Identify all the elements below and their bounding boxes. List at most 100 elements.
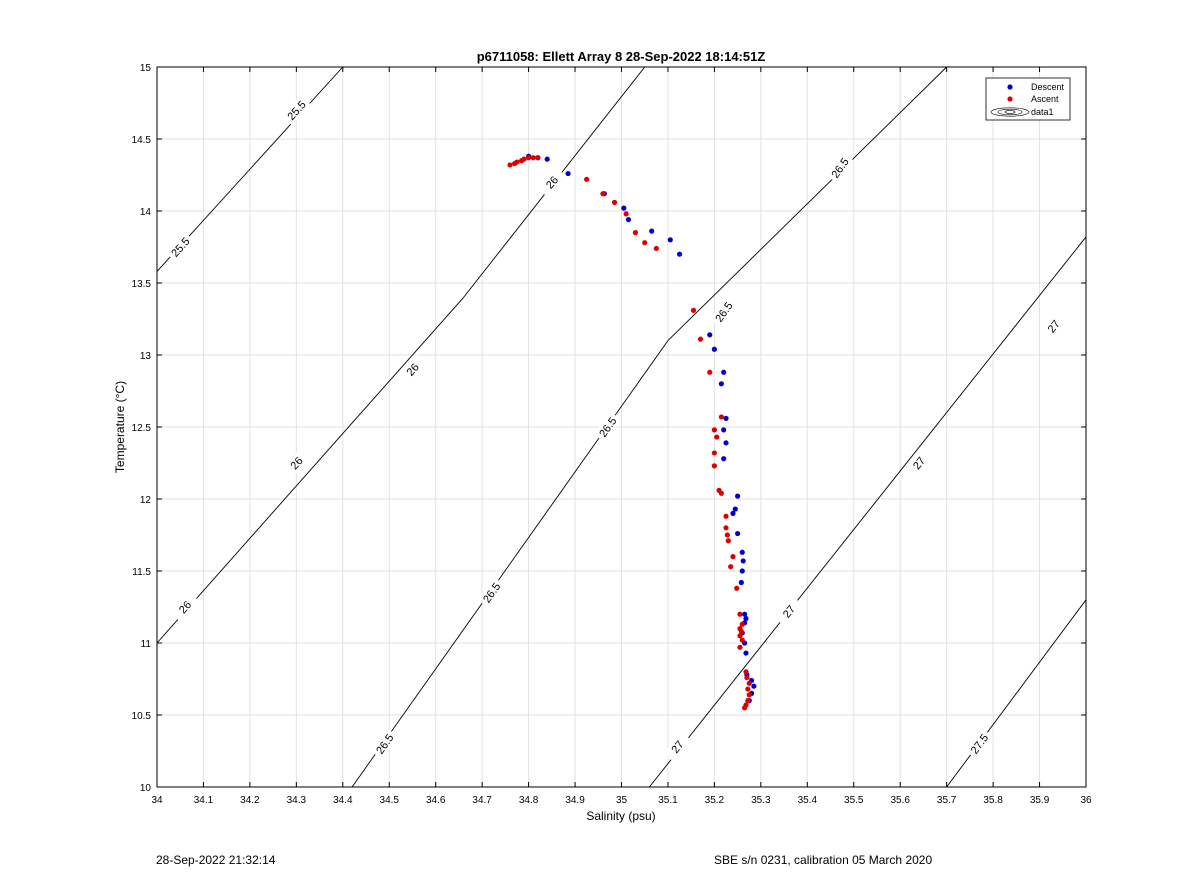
ascent-point: [739, 621, 745, 627]
descent-point: [739, 568, 745, 574]
descent-point: [649, 228, 655, 234]
contour-label-bg: [477, 577, 506, 609]
x-tick-label: 35.3: [751, 795, 771, 806]
x-tick-label: 35.4: [798, 795, 818, 806]
y-tick-label: 12.5: [132, 423, 152, 434]
x-tick-label: 34.3: [287, 795, 307, 806]
ascent-point: [734, 585, 740, 591]
ascent-point: [723, 513, 729, 519]
contour-line: [649, 236, 1087, 788]
contour-label-bg: [774, 596, 803, 627]
descent-point: [751, 683, 757, 689]
ascent-point: [521, 156, 527, 162]
x-tick-label: 34.1: [194, 795, 214, 806]
x-tick-label: 35.1: [658, 795, 678, 806]
ascent-point: [584, 176, 590, 182]
x-tick-label: 34.7: [472, 795, 492, 806]
grid: [156, 66, 1087, 788]
ascent-point: [714, 434, 720, 440]
contour-label-bg: [826, 152, 854, 184]
footer-timestamp: 28-Sep-2022 21:32:14: [156, 853, 276, 867]
descent-point: [621, 205, 627, 211]
contour-line: [946, 599, 1087, 788]
ascent-point: [600, 191, 606, 197]
y-tick-label: 14: [140, 207, 152, 218]
ascent-point: [737, 633, 743, 639]
ascent-point: [653, 245, 659, 252]
descent-point: [739, 549, 745, 555]
x-tick-label: 34.4: [333, 795, 353, 806]
ascent-point: [723, 525, 729, 531]
footer-calibration: SBE s/n 0231, calibration 05 March 2020: [714, 853, 933, 867]
descent-point: [730, 510, 736, 516]
ascent-point: [741, 705, 748, 711]
ascent-point: [743, 669, 749, 675]
descent-point: [723, 440, 729, 446]
chart-title: p6711058: Ellett Array 8 28-Sep-2022 18:…: [477, 49, 766, 64]
contour-label-bg: [965, 728, 994, 760]
contour-label-bg: [1039, 310, 1068, 342]
contour-label: 27: [911, 455, 928, 472]
contour-label-bg: [709, 296, 738, 328]
ascent-point: [746, 680, 752, 686]
contour-label-bg: [281, 95, 311, 126]
y-tick-label: 13: [140, 351, 152, 362]
contour-label: 27: [670, 739, 687, 756]
descent-point: [723, 415, 729, 421]
ascent-point: [642, 240, 648, 246]
x-tick-label: 34.8: [519, 795, 539, 806]
legend-box: [985, 77, 1071, 121]
density-contours: 25.525.52626262626.526.526.526.526.52727…: [156, 66, 1087, 788]
ascent-point: [725, 538, 731, 544]
contour-label-bg: [397, 354, 428, 385]
x-tick-label: 34.6: [426, 795, 446, 806]
descent-point: [544, 156, 550, 162]
legend-ascent-marker: [1007, 96, 1013, 102]
descent-point: [667, 237, 673, 243]
legend-descent-marker: [1007, 84, 1013, 90]
descent-point: [740, 558, 746, 564]
descent-point: [721, 369, 727, 375]
descent-point: [743, 615, 749, 622]
ascent-point: [737, 644, 743, 650]
legend[interactable]: Descent Ascent data1: [985, 77, 1071, 121]
x-tick-label: 35.6: [890, 795, 910, 806]
x-tick-label: 34.2: [240, 795, 260, 806]
ascent-point: [707, 369, 713, 375]
contour-label: 27: [1046, 318, 1063, 335]
descent-point: [707, 332, 713, 338]
contour-label-bg: [904, 447, 933, 479]
contour-icon: [990, 107, 1030, 117]
contour-label-bg: [663, 731, 692, 762]
x-tick-label: 35.8: [983, 795, 1003, 806]
contour-label-bg: [593, 411, 622, 443]
x-tick-label: 35.5: [844, 795, 864, 806]
x-tick-label: 35: [616, 795, 628, 806]
contour-line: [351, 340, 669, 788]
descent-point: [738, 579, 744, 586]
ascent-point: [718, 414, 724, 420]
contour-label: 27: [781, 603, 798, 620]
descent-point: [741, 611, 748, 617]
descent-point: [676, 251, 683, 257]
descent-point: [743, 650, 749, 656]
y-tick-label: 14.5: [132, 135, 152, 146]
legend-data1-label: data1: [1031, 107, 1054, 117]
descent-point: [625, 217, 632, 223]
ascent-point: [744, 674, 750, 681]
ascent-point: [632, 230, 639, 236]
legend-descent-label: Descent: [1031, 82, 1065, 92]
y-tick-label: 13.5: [132, 279, 152, 290]
contour-label-bg: [537, 167, 567, 198]
ascent-point: [746, 692, 752, 698]
ascent-point: [711, 463, 718, 469]
x-tick-label: 36: [1080, 795, 1092, 806]
ascent-point: [507, 162, 513, 168]
y-tick-label: 15: [140, 63, 152, 74]
descent-point: [721, 456, 727, 462]
descent-point: [565, 170, 571, 177]
x-tick-label: 34.5: [380, 795, 400, 806]
data-points: [507, 153, 757, 711]
ascent-point: [611, 199, 618, 205]
